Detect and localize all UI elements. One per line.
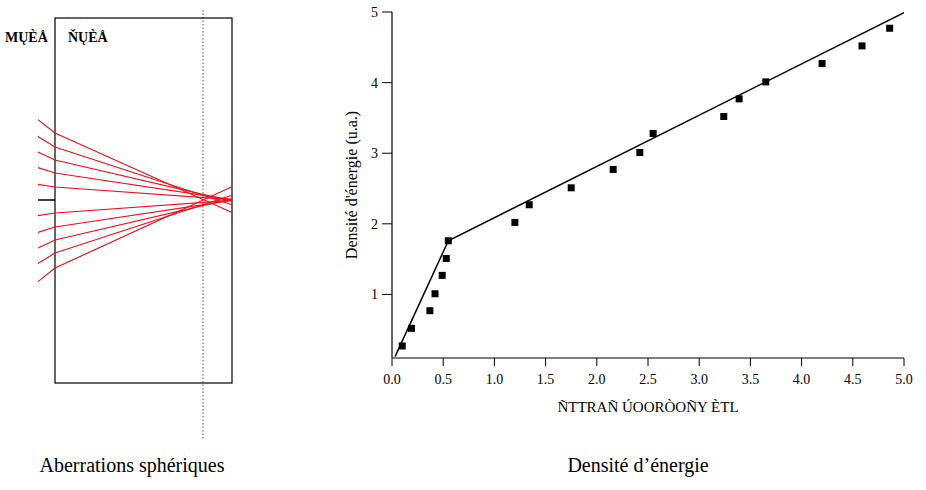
x-tick: [596, 358, 597, 366]
ray: [38, 152, 232, 201]
data-point: [426, 307, 433, 314]
x-tick-label: 3.0: [690, 372, 708, 387]
x-tick: [852, 358, 853, 366]
ray: [38, 184, 232, 199]
data-point: [568, 184, 575, 191]
ray: [38, 200, 232, 215]
x-tick-label: 4.5: [844, 372, 862, 387]
x-tick: [648, 358, 649, 366]
medium-label: MŲÈÅ: [5, 29, 49, 45]
x-tick-label: 3.5: [742, 372, 760, 387]
x-tick-label: 1.0: [486, 372, 504, 387]
data-point: [636, 149, 643, 156]
x-tick-label: 0.0: [383, 372, 401, 387]
x-tick-label: 0.5: [434, 372, 452, 387]
y-tick: [382, 12, 392, 13]
data-point: [720, 113, 727, 120]
x-tick-label: 5.0: [895, 372, 913, 387]
y-tick: [382, 82, 392, 83]
x-tick-label: 4.0: [793, 372, 811, 387]
ray: [38, 120, 232, 213]
x-tick: [904, 358, 905, 366]
data-point: [432, 290, 439, 297]
chart-title: Densité d’énergie: [567, 454, 708, 477]
x-tick: [494, 358, 495, 366]
x-tick-label: 1.5: [537, 372, 555, 387]
x-axis-title: ÑTTRAÑ ÚOORÒOÑY ÈTL: [557, 399, 738, 415]
y-axis: [391, 12, 392, 358]
y-tick: [382, 153, 392, 154]
y-axis-title: Densité d'énergie (u.a.): [343, 111, 361, 259]
data-point: [886, 25, 893, 32]
x-tick-label: 2.0: [588, 372, 606, 387]
caption: Aberrations sphériques: [40, 454, 225, 477]
y-tick-label: 2: [371, 217, 378, 232]
diagram: MŲÈÅ ŇŲÈÅ Aberrations sphériques: [5, 10, 232, 477]
canvas: MŲÈÅ ŇŲÈÅ Aberrations sphériques 0.0 0.5 1.0 1…: [0, 0, 926, 490]
x-tick-label: 2.5: [639, 372, 657, 387]
x-tick: [801, 358, 802, 366]
data-point: [859, 42, 866, 49]
x-tick: [392, 358, 393, 366]
data-point: [650, 130, 657, 137]
y-tick-label: 3: [371, 146, 378, 161]
ray: [38, 187, 232, 282]
y-tick-label: 4: [371, 76, 378, 91]
fit-line: [395, 13, 904, 357]
ray: [38, 136, 232, 204]
y-tick-label: 5: [371, 5, 378, 20]
x-tick: [699, 358, 700, 366]
optical-axis: [38, 199, 55, 201]
y-tick: [382, 223, 392, 224]
data-point: [443, 255, 450, 262]
y-tick-label: 1: [371, 287, 378, 302]
x-tick: [443, 358, 444, 366]
ray: [38, 199, 232, 248]
plot-area: [395, 13, 904, 357]
y-tick: [382, 294, 392, 295]
x-tick: [750, 358, 751, 366]
focal-plane: [203, 10, 204, 440]
data-point: [439, 272, 446, 279]
medium-label: ŇŲÈÅ: [68, 29, 109, 45]
data-point: [511, 219, 518, 226]
ray: [38, 168, 232, 200]
ray: [38, 195, 232, 263]
data-point: [610, 166, 617, 173]
data-point: [819, 60, 826, 67]
x-tick: [545, 358, 546, 366]
chart: 0.0 0.5 1.0 1.5 2.0 2.5 3.0 3.5 4.0 4.5 5.0 1 2 3 4 5 ÑT…: [343, 5, 913, 477]
